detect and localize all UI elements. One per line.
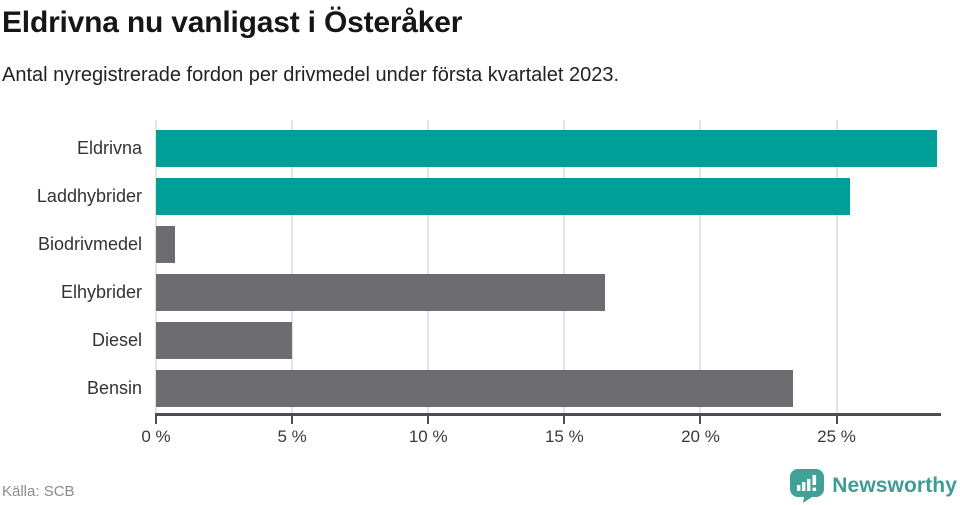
x-tick-label: 5 % <box>277 427 307 446</box>
chart-title: Eldrivna nu vanligast i Österåker <box>2 6 463 39</box>
axis-tick <box>291 416 294 424</box>
bar <box>156 322 293 359</box>
x-tick-label: 25 % <box>817 427 856 446</box>
category-label: Elhybrider <box>60 282 142 302</box>
x-tick-label: 15 % <box>544 427 584 446</box>
gridline <box>835 120 838 413</box>
axis-tick <box>835 416 838 424</box>
gridline <box>155 120 157 413</box>
chart-subtitle: Antal nyregistrerade fordon per drivmede… <box>2 64 620 86</box>
axis-tick <box>427 416 430 424</box>
category-label: Eldrivna <box>76 138 142 158</box>
category-label: Laddhybrider <box>36 186 142 206</box>
bar <box>156 130 938 167</box>
axis-tick <box>563 416 566 424</box>
source-note: Källa: SCB <box>2 483 75 500</box>
category-label: Biodrivmedel <box>37 234 142 254</box>
gridline <box>563 120 566 413</box>
category-label: Bensin <box>86 378 142 398</box>
newsworthy-logo[interactable]: Newsworthy <box>790 469 957 503</box>
bar <box>156 274 606 311</box>
x-tick-label: 10 % <box>408 427 448 446</box>
category-label: Diesel <box>91 330 142 350</box>
bar <box>156 178 851 215</box>
plot-area: 0 % 5 % 10 % 15 % 20 % 25 % Eldrivna Laddhybrid… <box>37 120 941 446</box>
x-axis-line <box>155 413 941 416</box>
gridline <box>427 120 430 413</box>
newsworthy-logo-text: Newsworthy <box>832 474 957 497</box>
x-tick-label: 0 % <box>141 427 171 446</box>
axis-tick <box>699 416 702 424</box>
gridline <box>699 120 702 413</box>
bar <box>156 370 793 407</box>
axis-tick <box>155 416 157 424</box>
bar <box>156 226 176 263</box>
bar-chart-speech-bubble-icon <box>790 469 825 503</box>
x-tick-label: 20 % <box>681 427 720 446</box>
gridline <box>291 120 294 413</box>
